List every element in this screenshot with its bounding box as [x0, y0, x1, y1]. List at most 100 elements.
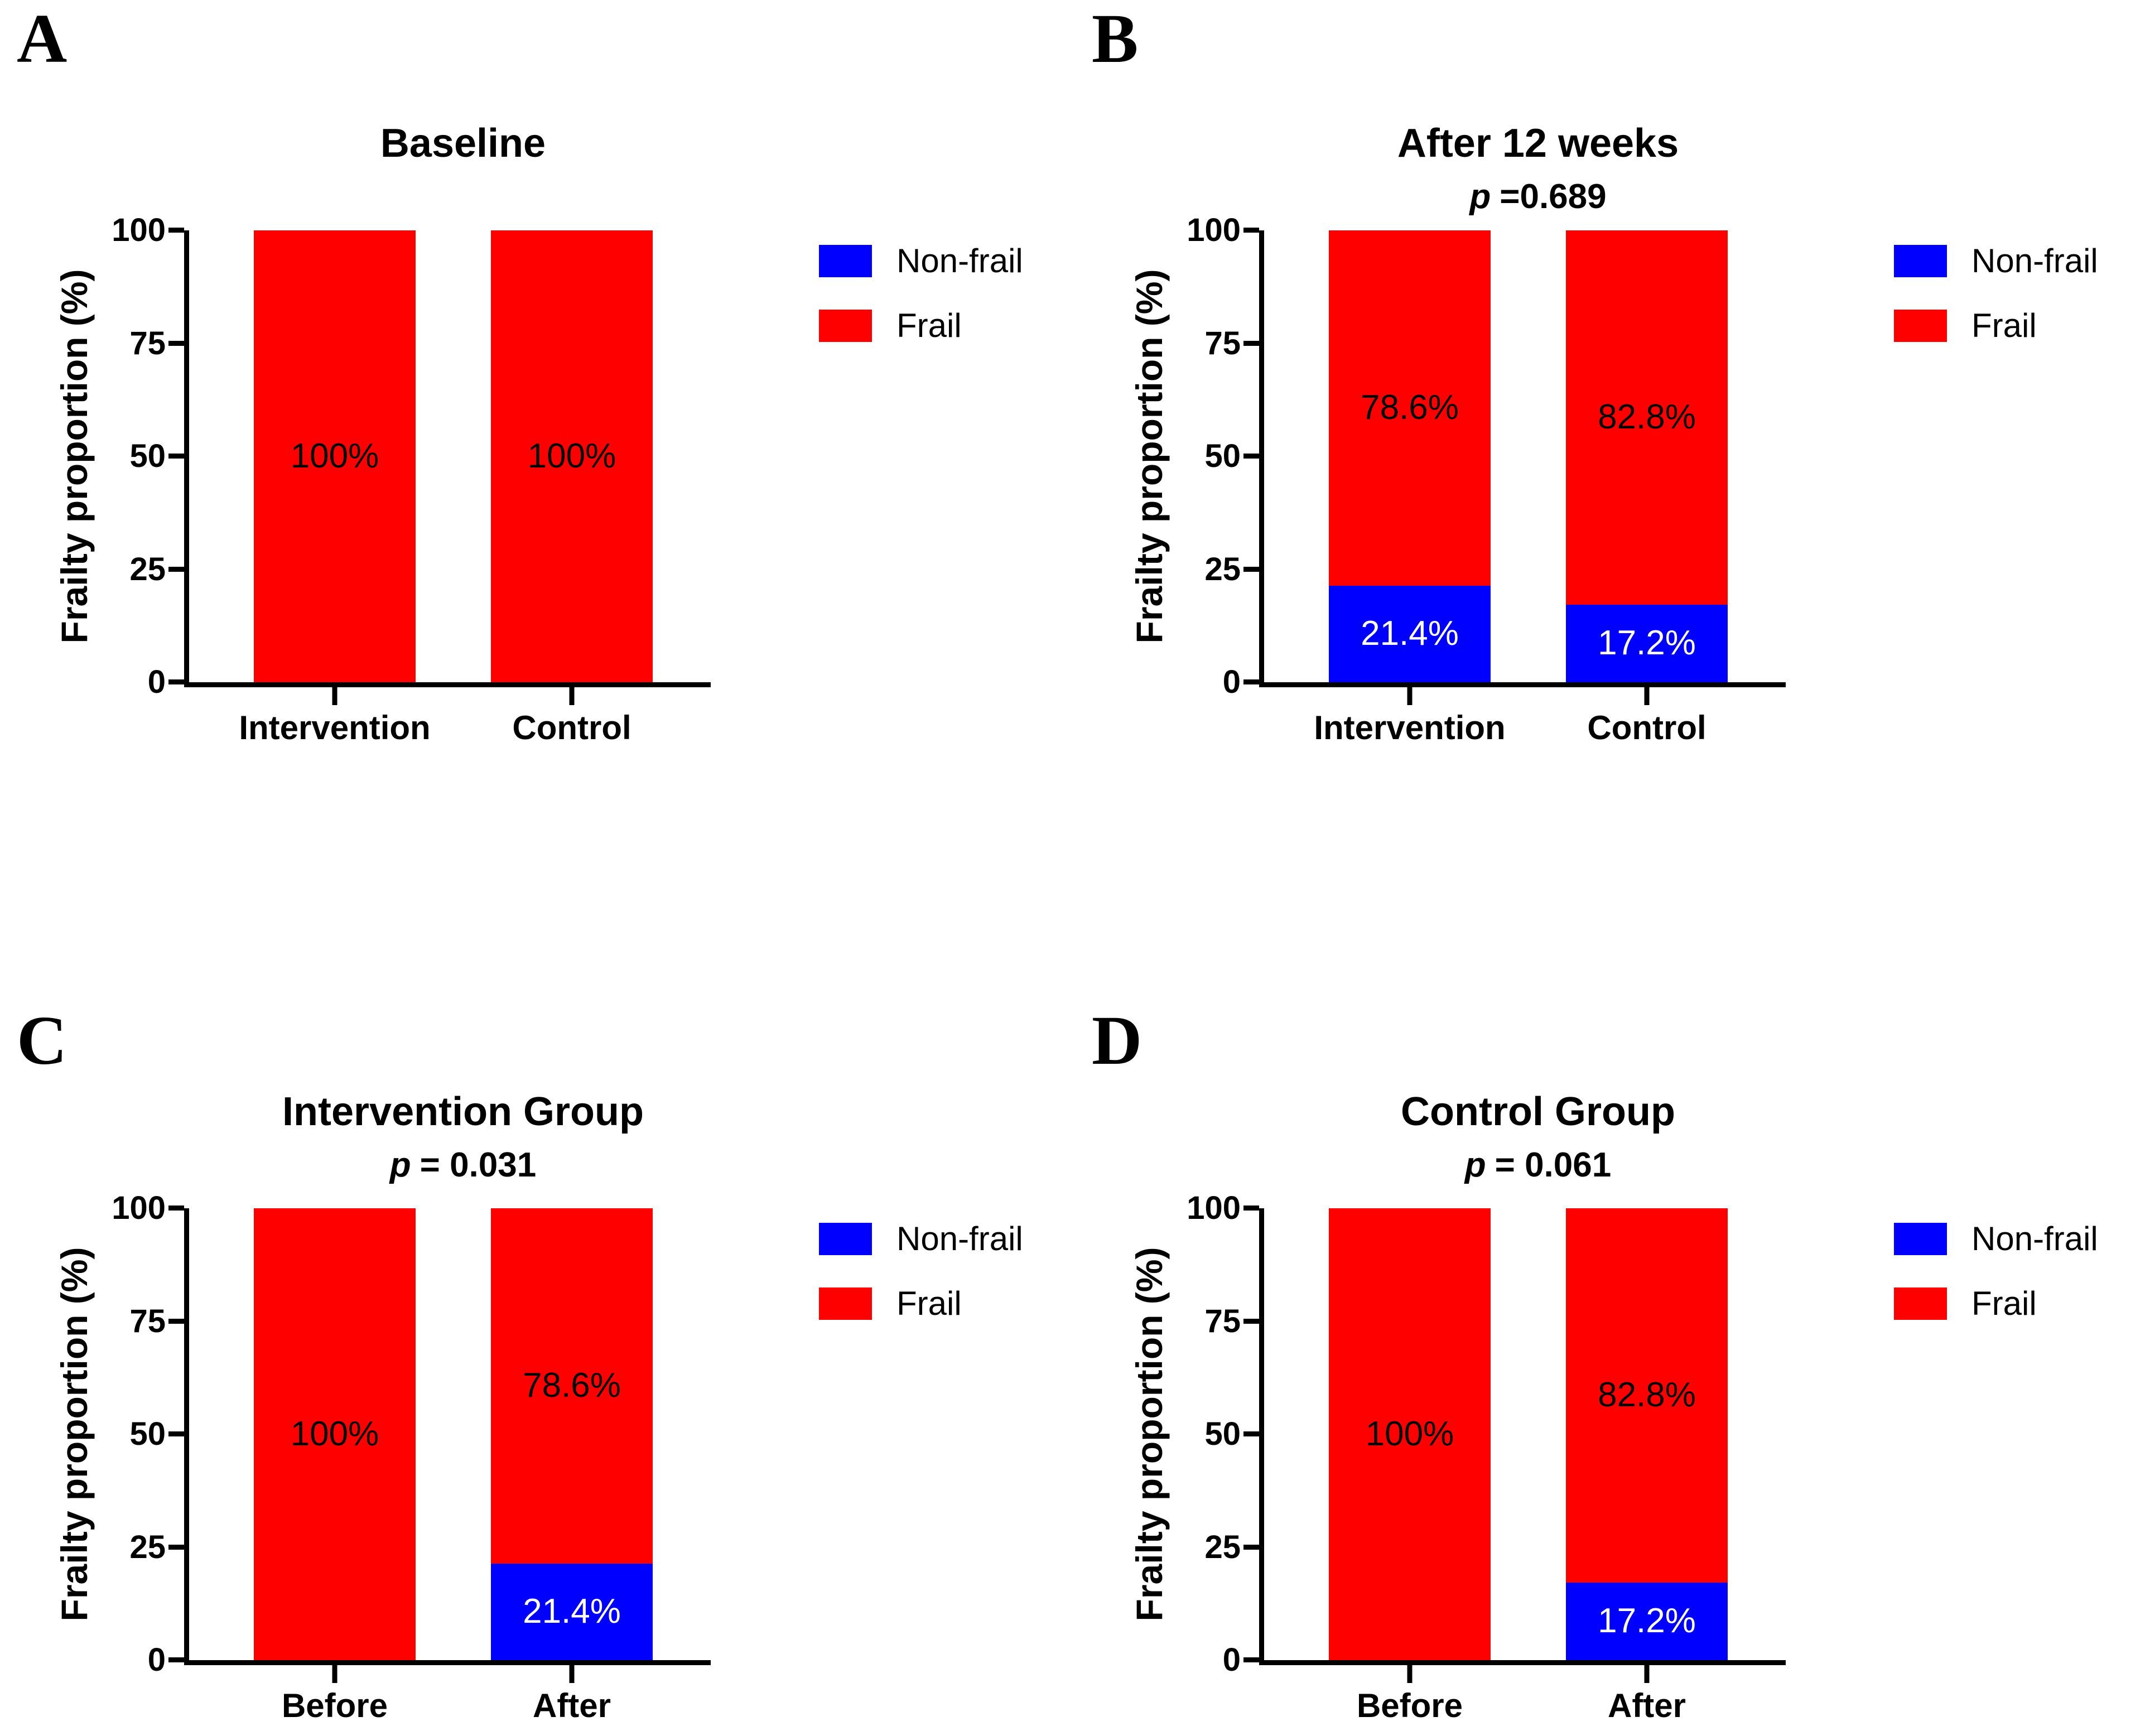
- bar-segment: 21.4%: [491, 1563, 653, 1660]
- bar: 100%: [491, 230, 653, 682]
- bar-segment-label: 21.4%: [523, 1592, 621, 1631]
- x-category-label: Before: [1356, 1687, 1463, 1724]
- legend-label: Non-frail: [1971, 1220, 2098, 1257]
- legend: Non-frail Frail: [1894, 244, 2098, 343]
- y-tick-label: 50: [129, 1416, 166, 1452]
- legend-swatch: [1894, 245, 1947, 277]
- y-tick: [168, 1431, 184, 1436]
- y-tick: [1243, 566, 1259, 572]
- x-tick: [1407, 1665, 1413, 1683]
- y-tick: [168, 340, 184, 346]
- bar: 21.4% 78.6%: [1329, 230, 1491, 682]
- y-tick-label: 100: [1187, 1190, 1241, 1226]
- legend-item: Non-frail: [1894, 244, 2098, 278]
- bar-segment: 100%: [491, 230, 653, 682]
- legend-label: Frail: [896, 1285, 962, 1322]
- panel-letter: D: [1092, 1002, 1143, 1079]
- y-tick-label: 75: [1204, 1303, 1241, 1339]
- x-tick: [569, 1665, 575, 1683]
- y-tick: [1243, 1544, 1259, 1550]
- y-tick: [1243, 1431, 1259, 1436]
- bar-segment: 78.6%: [1329, 230, 1491, 586]
- x-category-label: Before: [281, 1687, 388, 1724]
- panel-letter: C: [17, 1002, 68, 1079]
- x-tick: [569, 687, 575, 705]
- p-value-text: = 0.061: [1495, 1146, 1612, 1185]
- x-category-label: Intervention: [1314, 709, 1506, 746]
- bar: 17.2% 82.8%: [1566, 230, 1728, 682]
- legend-label: Non-frail: [896, 242, 1023, 279]
- y-tick: [168, 1205, 184, 1211]
- legend: Non-frail Frail: [819, 1222, 1023, 1320]
- legend-swatch: [819, 245, 872, 277]
- x-tick: [332, 1665, 338, 1683]
- panel-header: After 12 weeks p =0.689: [1259, 121, 1817, 216]
- bar-segment: 100%: [254, 230, 416, 682]
- y-tick-label: 0: [1222, 664, 1241, 700]
- legend-swatch: [819, 310, 872, 342]
- bar: 100%: [254, 1208, 416, 1660]
- plot-area: 0 25 50 75 100 100% Before 17.2% 82.8% After: [1187, 1192, 1786, 1723]
- x-category-label: After: [532, 1687, 611, 1724]
- bar-segment: 78.6%: [491, 1208, 653, 1564]
- p-value-text: = 0.031: [420, 1146, 537, 1185]
- bar-segment: 17.2%: [1566, 604, 1728, 682]
- bar-segment-label: 21.4%: [1361, 614, 1459, 653]
- y-tick-label: 75: [129, 325, 166, 361]
- legend-item: Frail: [819, 309, 1023, 343]
- legend-swatch: [1894, 1223, 1947, 1255]
- y-tick: [168, 454, 184, 459]
- plot-area: 0 25 50 75 100 21.4% 78.6% Intervention 17.2% 82.…: [1187, 214, 1786, 745]
- panel-header: Intervention Group p = 0.031: [184, 1089, 742, 1185]
- legend: Non-frail Frail: [1894, 1222, 2098, 1320]
- p-value-label: p = 0.031: [184, 1145, 742, 1185]
- y-tick: [1243, 1657, 1259, 1662]
- legend-item: Non-frail: [1894, 1222, 2098, 1256]
- bar-segment: 21.4%: [1329, 585, 1491, 682]
- y-tick: [1243, 340, 1259, 346]
- p-symbol: p: [389, 1146, 411, 1185]
- bar-segment: 17.2%: [1566, 1582, 1728, 1660]
- p-value-label: p = 0.061: [1259, 1145, 1817, 1185]
- panel-letter: B: [1092, 1, 1139, 78]
- y-tick-label: 75: [1204, 325, 1241, 361]
- bar-segment-label: 100%: [290, 1415, 379, 1453]
- legend-item: Frail: [819, 1287, 1023, 1320]
- y-tick-label: 0: [147, 664, 166, 700]
- y-tick: [168, 228, 184, 233]
- y-tick: [1243, 1318, 1259, 1324]
- y-tick-label: 25: [129, 551, 166, 587]
- y-tick: [1243, 679, 1259, 684]
- x-category-label: After: [1607, 1687, 1686, 1724]
- y-tick-label: 75: [129, 1303, 166, 1339]
- bar-segment-label: 17.2%: [1598, 624, 1696, 663]
- legend-label: Non-frail: [896, 1220, 1023, 1257]
- legend-label: Frail: [1971, 1285, 2037, 1322]
- y-axis-label: Frailty proportion (%): [1129, 1247, 1170, 1622]
- bar-segment-label: 100%: [290, 437, 379, 475]
- y-tick-label: 25: [129, 1528, 166, 1565]
- legend-item: Frail: [1894, 1287, 2098, 1320]
- y-axis-label: Frailty proportion (%): [54, 1247, 95, 1622]
- x-tick: [332, 687, 338, 705]
- bar-segment: 100%: [1329, 1208, 1491, 1660]
- legend-swatch: [819, 1287, 872, 1320]
- y-tick-label: 50: [1204, 1416, 1241, 1452]
- bar: 21.4% 78.6%: [491, 1208, 653, 1660]
- panel-a: A Baseline Frailty proportion (%) 0 25 50 7…: [0, 0, 1075, 868]
- legend-item: Non-frail: [819, 244, 1023, 278]
- chart-title: Control Group: [1401, 1089, 1675, 1134]
- panel-header: Baseline: [184, 121, 742, 166]
- legend: Non-frail Frail: [819, 244, 1023, 343]
- y-tick-label: 25: [1204, 551, 1241, 587]
- chart-title: Baseline: [380, 121, 546, 166]
- bar-segment: 82.8%: [1566, 1208, 1728, 1583]
- chart-title: After 12 weeks: [1397, 121, 1679, 166]
- y-tick: [1243, 454, 1259, 459]
- bar-segment-label: 100%: [1365, 1415, 1454, 1453]
- plot-area: 0 25 50 75 100 100% Before 21.4% 78.6% After: [112, 1192, 711, 1723]
- bar-segment-label: 100%: [527, 437, 616, 475]
- y-tick: [1243, 1205, 1259, 1211]
- y-tick: [168, 679, 184, 684]
- p-value-text: =0.689: [1500, 177, 1607, 216]
